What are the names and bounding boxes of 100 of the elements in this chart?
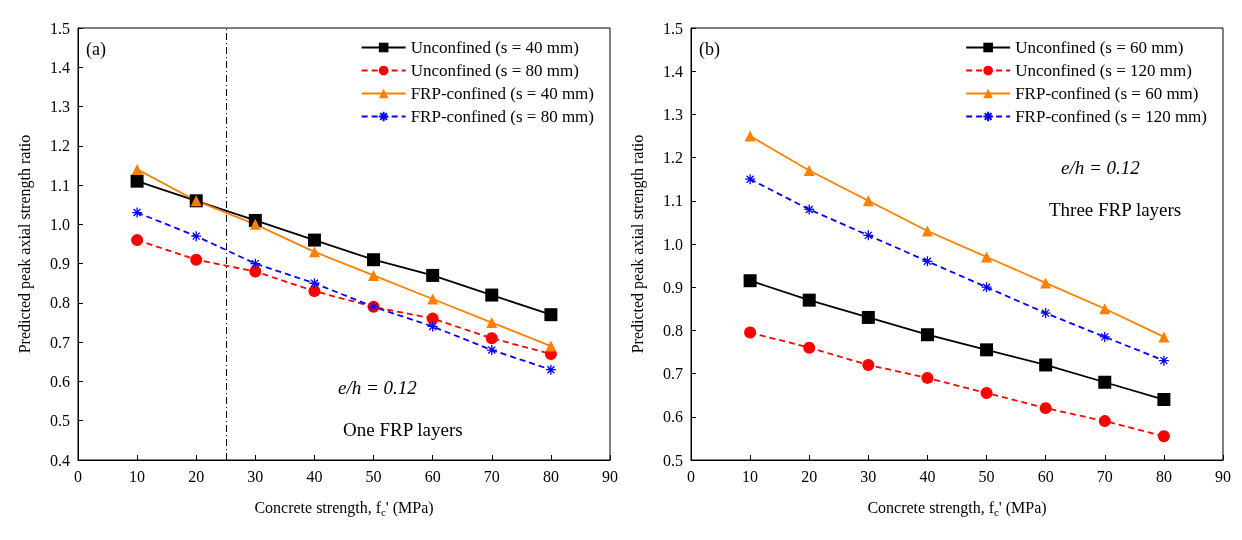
x-tick-label: 50: [365, 467, 382, 485]
y-tick-label: 1.5: [50, 19, 70, 37]
point: [368, 269, 380, 281]
point: [485, 332, 498, 345]
x-tick-label: 70: [483, 467, 500, 485]
point: [862, 358, 875, 371]
point: [920, 328, 934, 342]
x-tick-label: 60: [424, 467, 441, 485]
x-tick-label: 30: [247, 467, 264, 485]
y-tick-label: 1.1: [50, 176, 70, 194]
y-tick-label: 0.9: [663, 278, 683, 296]
point: [921, 225, 933, 237]
legend-label: Unconfined (s = 80 mm): [410, 61, 579, 80]
y-tick-label: 1.4: [50, 58, 70, 76]
x-tick-label: 80: [542, 467, 559, 485]
point: [1098, 415, 1111, 428]
y-tick-label: 0.5: [50, 412, 70, 430]
point: [131, 206, 143, 219]
annotation: (b): [699, 39, 720, 60]
x-tick-label: 10: [742, 467, 759, 485]
point: [426, 268, 440, 282]
point: [803, 203, 815, 216]
point: [486, 317, 498, 329]
point: [427, 320, 439, 333]
point: [981, 251, 993, 263]
annotation: Three FRP layers: [1049, 199, 1182, 220]
point: [427, 293, 439, 305]
x-tick-label: 20: [188, 467, 205, 485]
point: [743, 274, 757, 288]
y-tick-label: 1.4: [663, 62, 683, 80]
x-tick-label: 10: [129, 467, 146, 485]
point: [980, 343, 994, 357]
legend-label: FRP-confined (s = 40 mm): [410, 84, 594, 103]
annotation: e/h = 0.12: [338, 377, 418, 398]
point: [921, 255, 934, 267]
point: [1040, 277, 1052, 289]
point: [307, 233, 321, 247]
y-tick-label: 1.0: [50, 215, 70, 233]
point: [1099, 331, 1111, 343]
point: [190, 253, 203, 266]
y-tick-label: 1.3: [663, 105, 683, 123]
point: [744, 173, 756, 185]
point: [861, 310, 875, 324]
point: [803, 165, 815, 177]
point: [131, 163, 143, 175]
y-tick-label: 0.8: [663, 321, 683, 339]
legend-label: FRP-confined (s = 60 mm): [1015, 84, 1199, 103]
point: [1099, 303, 1111, 315]
point: [803, 341, 816, 354]
point: [544, 308, 558, 322]
x-tick-label: 20: [801, 467, 818, 485]
annotation: One FRP layers: [343, 419, 463, 440]
point: [249, 257, 261, 270]
point: [545, 340, 557, 352]
legend-label: Unconfined (s = 60 mm): [1015, 38, 1184, 57]
x-tick-label: 60: [1037, 467, 1054, 485]
y-tick-label: 0.4: [50, 451, 70, 469]
point: [249, 265, 262, 278]
annotation: e/h = 0.12: [1061, 157, 1141, 178]
point: [367, 253, 381, 267]
point: [308, 277, 321, 289]
y-tick-label: 1.3: [50, 98, 70, 116]
point: [249, 218, 261, 230]
y-tick-label: 0.9: [50, 255, 70, 273]
x-tick-label: 40: [306, 467, 323, 485]
point: [1039, 402, 1052, 415]
y-tick-label: 1.2: [50, 137, 70, 155]
point: [862, 195, 874, 207]
point: [1098, 375, 1112, 389]
y-tick-label: 0.5: [663, 451, 683, 469]
point: [744, 326, 757, 339]
x-tick-label: 0: [687, 467, 695, 485]
y-tick-label: 1.0: [663, 235, 683, 253]
y-tick-label: 1.5: [663, 19, 683, 37]
point: [485, 288, 499, 302]
point: [130, 174, 144, 188]
point: [744, 130, 756, 142]
annotation: (a): [86, 39, 106, 60]
point: [1157, 430, 1170, 443]
y-axis-title: Predicted peak axial strength ratio: [15, 134, 34, 354]
y-tick-label: 0.7: [663, 365, 683, 383]
legend-label: Unconfined (s = 40 mm): [410, 38, 579, 57]
legend-label: FRP-confined (s = 80 mm): [410, 107, 594, 126]
x-tick-label: 0: [74, 467, 82, 485]
point: [1039, 358, 1053, 372]
point: [486, 344, 498, 356]
point: [1158, 331, 1170, 343]
x-tick-label: 50: [978, 467, 995, 485]
point: [921, 371, 934, 384]
point: [1040, 307, 1052, 319]
point: [426, 312, 439, 325]
y-tick-label: 0.8: [50, 294, 70, 312]
point: [1158, 354, 1170, 367]
point: [308, 285, 321, 298]
y-tick-label: 0.7: [50, 333, 70, 351]
point: [862, 229, 874, 242]
y-tick-label: 1.2: [663, 149, 683, 167]
x-tick-label: 80: [1155, 467, 1172, 485]
point: [131, 234, 144, 247]
point: [308, 246, 320, 258]
